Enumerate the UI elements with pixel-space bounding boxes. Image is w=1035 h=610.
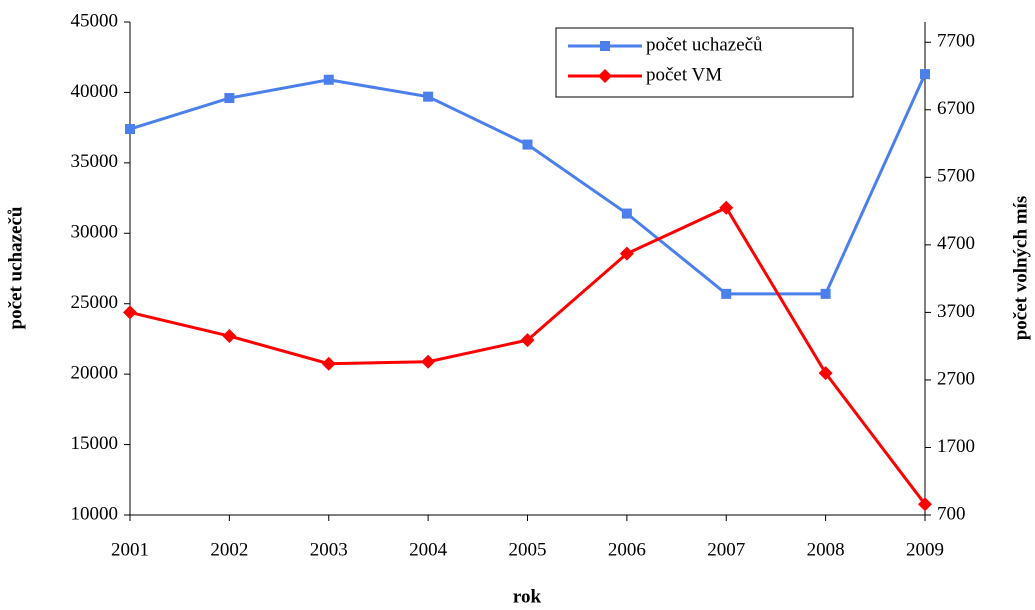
x-tick-label: 2007 (707, 539, 745, 560)
y2-tick-label: 7700 (937, 31, 975, 52)
legend-label: počet uchazečů (646, 34, 763, 55)
y-tick-label: 10000 (71, 503, 119, 524)
x-tick-label: 2006 (608, 539, 646, 560)
y2-tick-label: 5700 (937, 166, 975, 187)
legend-marker (600, 41, 610, 51)
legend-box (555, 27, 854, 98)
marker (123, 305, 137, 320)
marker (719, 200, 734, 215)
x-tick-label: 2008 (807, 539, 845, 560)
y-axis-title: počet uchazečů (5, 206, 26, 329)
x-axis-title: rok (513, 586, 542, 607)
x-tick-label: 2009 (906, 539, 944, 560)
marker (224, 93, 235, 104)
marker (818, 366, 833, 381)
y-tick-label: 35000 (71, 151, 119, 172)
marker (721, 288, 732, 299)
series-line (129, 205, 927, 506)
marker (222, 329, 237, 344)
x-tick-label: 2002 (210, 539, 248, 560)
x-tick-label: 2005 (509, 539, 547, 560)
x-tick-label: 2004 (409, 539, 448, 560)
marker (621, 208, 632, 219)
y-tick-label: 15000 (71, 433, 119, 454)
y-tick-label: 40000 (71, 81, 119, 102)
x-tick-label: 2003 (310, 539, 348, 560)
y-tick-label: 25000 (71, 292, 119, 313)
legend-marker (598, 69, 612, 83)
marker (323, 74, 334, 85)
marker (423, 91, 434, 102)
marker (522, 139, 533, 150)
y-tick-label: 30000 (71, 222, 119, 243)
y-tick-label: 45000 (71, 10, 119, 31)
y2-tick-label: 700 (937, 503, 966, 524)
y2-axis-title: počet volných mís (1010, 196, 1031, 341)
marker (421, 354, 436, 369)
y-tick-label: 20000 (71, 363, 119, 384)
y2-tick-label: 6700 (937, 98, 975, 119)
series-line (129, 73, 927, 296)
marker (918, 497, 932, 512)
marker (920, 69, 930, 80)
y2-tick-label: 4700 (937, 233, 975, 254)
y2-tick-label: 1700 (937, 436, 975, 457)
legend-label: počet VM (646, 64, 722, 85)
marker (619, 246, 634, 261)
x-tick-label: 2001 (111, 539, 149, 560)
marker (125, 124, 135, 135)
y2-tick-label: 2700 (937, 368, 975, 389)
marker (321, 356, 336, 371)
marker (820, 288, 831, 299)
y2-tick-label: 3700 (937, 301, 975, 322)
marker (520, 333, 535, 348)
